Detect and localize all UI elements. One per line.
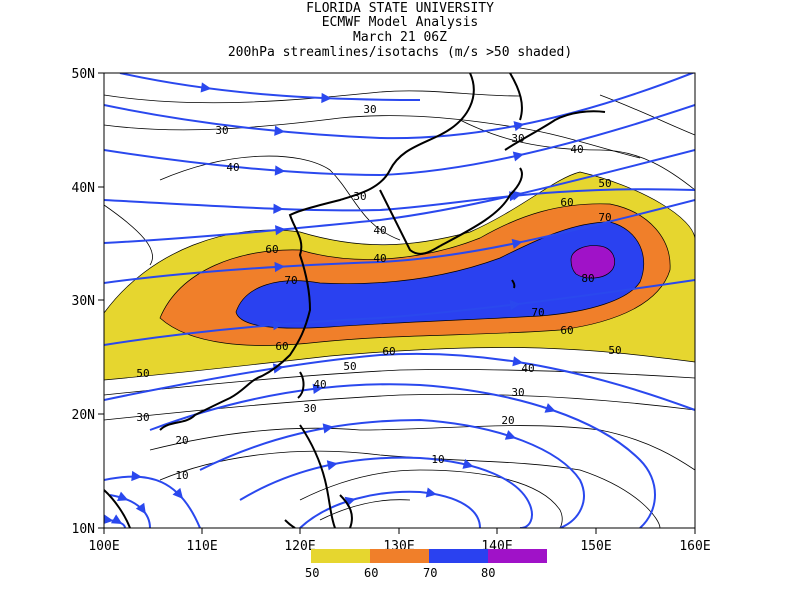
title-line-3: March 21 06Z	[353, 30, 447, 45]
contour-label: 60	[560, 324, 573, 337]
contour-label: 30	[511, 132, 524, 145]
streamline-arrow	[321, 92, 332, 104]
x-tick-label: 100E	[88, 539, 119, 554]
contour-label: 60	[382, 345, 395, 358]
y-tick-label: 40N	[72, 181, 95, 196]
contour-label: 30	[136, 411, 149, 424]
contour-label: 20	[175, 434, 188, 447]
streamline-arrow	[509, 299, 521, 311]
x-tick-label: 120E	[284, 539, 315, 554]
contour-label: 80	[581, 272, 594, 285]
legend-label-60: 60	[364, 566, 379, 580]
streamlines	[104, 73, 695, 528]
legend-swatch-70	[429, 549, 488, 563]
streamline-arrow	[172, 487, 184, 499]
contour-label: 40	[521, 362, 534, 375]
x-tick-label: 110E	[186, 539, 217, 554]
streamline-arrow	[110, 514, 123, 524]
contour-labels: 30 30 30 40 40 40 30 40 50 60 70 60 70 8…	[136, 103, 621, 482]
title-line-1: FLORIDA STATE UNIVERSITY	[306, 1, 494, 16]
contour-label: 40	[373, 252, 386, 265]
streamline-arrow	[274, 165, 286, 176]
contour-label: 10	[431, 453, 444, 466]
y-tick-label: 20N	[72, 408, 95, 423]
coastlines	[104, 73, 606, 528]
contour-label: 30	[303, 402, 316, 415]
legend-label-80: 80	[481, 566, 496, 580]
streamline-arrow	[131, 470, 142, 482]
isotach-contours	[104, 90, 695, 528]
streamline-arrow	[425, 487, 437, 498]
streamline-arrow	[544, 403, 556, 413]
contour-label: 30	[363, 103, 376, 116]
legend-label-70: 70	[423, 566, 438, 580]
streamline-arrow	[512, 356, 524, 367]
legend-swatch-60	[370, 549, 429, 563]
streamline-arrow	[511, 238, 523, 249]
streamline-arrow	[273, 203, 284, 214]
streamline-arrow	[104, 514, 114, 525]
legend-label-50: 50	[305, 566, 320, 580]
legend-swatch-80	[488, 549, 547, 563]
streamline-arrow	[509, 191, 520, 202]
streamline-arrow	[462, 458, 474, 469]
isotach-80-fill	[570, 245, 615, 279]
contour-label: 70	[531, 306, 544, 319]
contour-label: 30	[511, 386, 524, 399]
contour-label: 10	[175, 469, 188, 482]
streamline-arrow	[274, 261, 285, 273]
contour-label: 30	[353, 190, 366, 203]
streamline-arrow	[274, 125, 285, 136]
contour-label: 40	[373, 224, 386, 237]
streamline-arrow	[326, 460, 338, 471]
y-tick-label: 50N	[72, 67, 95, 82]
color-legend	[311, 549, 547, 563]
title-line-4: 200hPa streamlines/isotachs (m/s >50 sha…	[227, 45, 573, 60]
x-tick-label: 150E	[580, 539, 611, 554]
contour-label: 20	[501, 414, 514, 427]
contour-label: 40	[226, 161, 239, 174]
contour-label: 50	[598, 177, 611, 190]
contour-label: 70	[598, 211, 611, 224]
streamline-arrow	[135, 502, 146, 515]
y-tick-label: 30N	[72, 294, 95, 309]
contour-label: 50	[608, 344, 621, 357]
y-tick-label: 10N	[72, 522, 95, 537]
contour-label: 40	[313, 378, 326, 391]
title-line-2: ECMWF Model Analysis	[321, 15, 479, 30]
streamline-arrow	[513, 121, 525, 132]
contour-label: 50	[136, 367, 149, 380]
streamline-arrow	[272, 320, 284, 331]
streamline-arrow	[512, 151, 524, 162]
contour-label: 50	[343, 360, 356, 373]
streamline-arrow	[117, 491, 129, 502]
contour-label: 40	[570, 143, 583, 156]
contour-label: 30	[215, 124, 228, 137]
streamline-arrow	[504, 430, 517, 440]
x-tick-label: 160E	[679, 539, 710, 554]
legend-swatch-50	[311, 549, 370, 563]
axis-ticks	[98, 72, 696, 534]
streamline-arrow	[322, 423, 334, 434]
streamline-arrow	[200, 82, 212, 93]
streamline-arrow	[274, 225, 286, 236]
contour-label: 60	[275, 340, 288, 353]
contour-label: 60	[560, 196, 573, 209]
streamline-arrow	[312, 383, 324, 394]
contour-label: 60	[265, 243, 278, 256]
contour-label: 70	[284, 274, 297, 287]
